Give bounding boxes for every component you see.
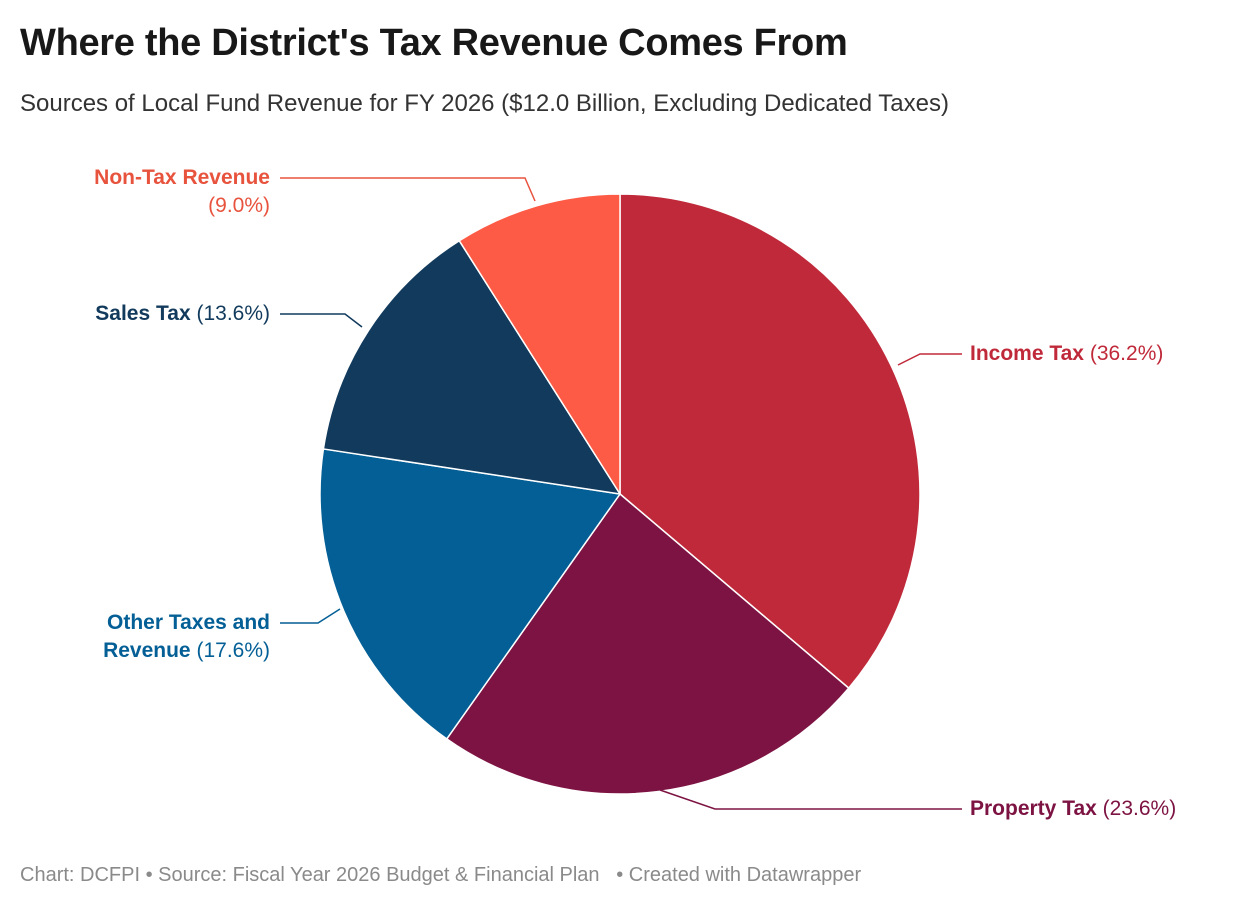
- footer-source: Source: Fiscal Year 2026 Budget & Financ…: [158, 864, 600, 886]
- pie-slice-non-tax-revenue: [458, 193, 621, 495]
- label-sales-tax-name: Sales Tax: [95, 302, 191, 325]
- chart-footer: Chart: DCFPI • Source: Fiscal Year 2026 …: [20, 864, 861, 887]
- leader-line-non-tax: [280, 177, 536, 202]
- label-income-tax-value: (36.2%): [1089, 342, 1164, 365]
- label-other-taxes-name-line2: Revenue: [103, 639, 191, 662]
- leader-line-sales-tax: [280, 313, 363, 328]
- label-sales-tax: Sales Tax (13.6%): [95, 300, 270, 328]
- leader-line-income-tax: [897, 353, 962, 366]
- label-other-taxes: Other Taxes and Revenue (17.6%): [103, 609, 270, 665]
- leader-lines: [280, 177, 962, 810]
- label-other-taxes-value: (17.6%): [196, 639, 270, 662]
- pie-slice-sales-tax: [322, 239, 621, 495]
- leader-line-other-taxes: [280, 608, 341, 624]
- label-non-tax-name: Non-Tax Revenue: [94, 166, 270, 189]
- footer-separator: •: [605, 864, 629, 886]
- leader-line-property-tax: [659, 789, 962, 810]
- pie-slices: [319, 193, 921, 795]
- label-property-tax-value: (23.6%): [1102, 797, 1177, 820]
- pie-slice-property-tax: [445, 493, 850, 795]
- label-other-taxes-name-line1: Other Taxes and: [107, 611, 270, 634]
- label-income-tax: Income Tax (36.2%): [970, 340, 1163, 368]
- label-non-tax-value: (9.0%): [208, 194, 270, 217]
- label-property-tax: Property Tax (23.6%): [970, 795, 1176, 823]
- pie-slice-income-tax: [619, 193, 921, 689]
- label-income-tax-name: Income Tax: [970, 342, 1084, 365]
- chart-subtitle: Sources of Local Fund Revenue for FY 202…: [20, 90, 949, 117]
- label-non-tax: Non-Tax Revenue (9.0%): [94, 164, 270, 220]
- pie-slice-other-taxes-and-revenue: [319, 448, 621, 740]
- footer-datawrapper-credit: Created with Datawrapper: [628, 864, 862, 886]
- footer-chart-credit: Chart: DCFPI: [20, 864, 141, 886]
- chart-title: Where the District's Tax Revenue Comes F…: [20, 22, 848, 64]
- footer-separator: •: [145, 864, 159, 886]
- label-property-tax-name: Property Tax: [970, 797, 1097, 820]
- label-sales-tax-value: (13.6%): [196, 302, 270, 325]
